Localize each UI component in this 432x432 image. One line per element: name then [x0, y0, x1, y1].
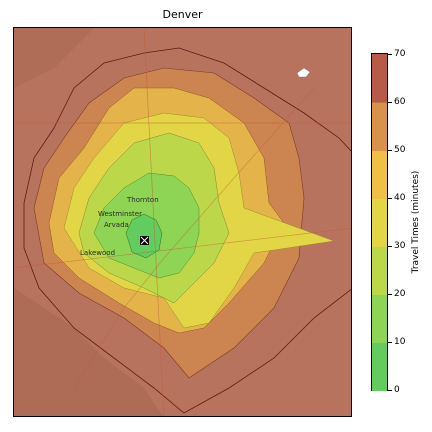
map-title: Denver	[162, 8, 203, 21]
road-line	[14, 227, 351, 269]
colorbar-band	[372, 198, 387, 247]
colorbar-tick	[388, 54, 392, 55]
colorbar-tick	[388, 390, 392, 391]
colorbar-band	[372, 342, 387, 391]
colorbar-tick	[388, 294, 392, 295]
colorbar-tick-label: 30	[394, 241, 406, 251]
place-label-arvada: Arvada	[104, 221, 129, 229]
colorbar-tick	[388, 342, 392, 343]
road-line	[73, 87, 315, 389]
colorbar-band	[372, 150, 387, 199]
lake-shape	[296, 67, 311, 78]
isochrone-map[interactable]: Thornton Westminster Arvada Lakewood	[13, 27, 352, 417]
colorbar-tick	[388, 150, 392, 151]
isochrone-map-svg	[14, 28, 351, 416]
colorbar-band	[372, 54, 387, 102]
colorbar-tick-label: 40	[394, 193, 406, 203]
mountain-terrain	[14, 288, 163, 416]
colorbar	[371, 53, 388, 391]
colorbar-band	[372, 102, 387, 151]
colorbar-tick-label: 0	[394, 385, 400, 395]
colorbar-label: Travel Times (minutes)	[411, 170, 421, 274]
colorbar-band	[372, 294, 387, 343]
terrain-patch	[14, 28, 94, 88]
colorbar-tick-label: 60	[394, 97, 406, 107]
place-label-lakewood: Lakewood	[80, 249, 116, 257]
place-label-thornton: Thornton	[127, 196, 159, 204]
center-marker-icon[interactable]	[140, 236, 149, 245]
colorbar-tick-label: 70	[394, 49, 406, 59]
place-label-westminster: Westminster	[98, 210, 142, 218]
colorbar-tick-label: 10	[394, 337, 406, 347]
colorbar-tick-label: 20	[394, 289, 406, 299]
road-line	[143, 28, 165, 416]
colorbar-tick	[388, 102, 392, 103]
colorbar-tick	[388, 246, 392, 247]
colorbar-tick	[388, 198, 392, 199]
colorbar-band	[372, 246, 387, 295]
colorbar-tick-label: 50	[394, 145, 406, 155]
